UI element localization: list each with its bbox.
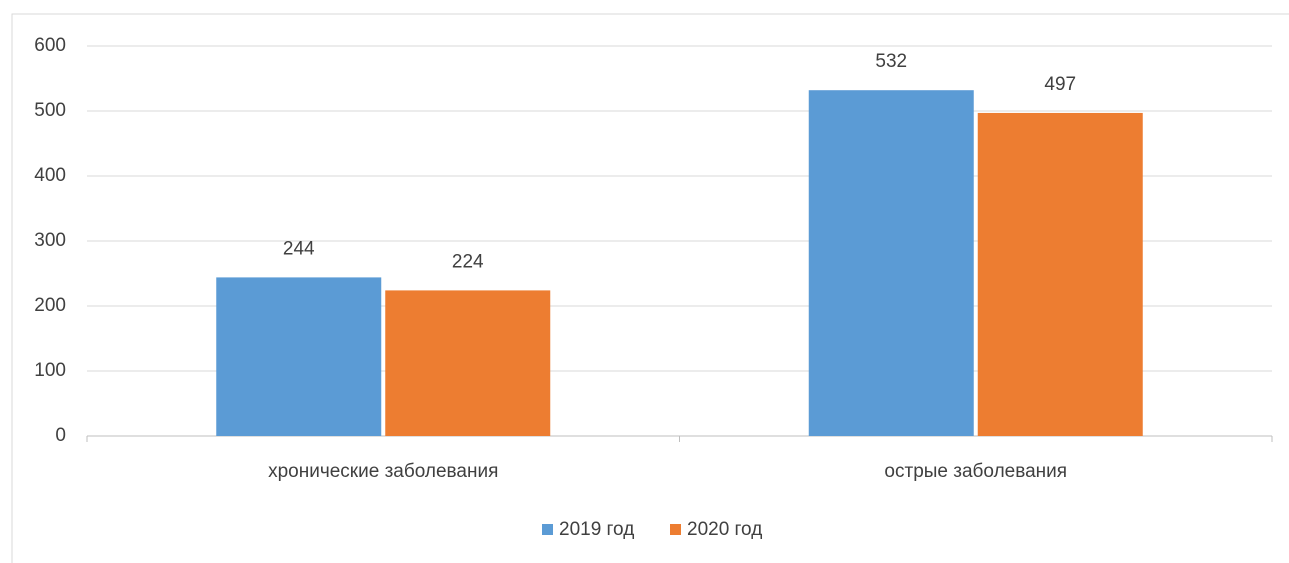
legend-swatch bbox=[670, 524, 681, 535]
legend-label: 2019 год bbox=[559, 519, 634, 540]
bar bbox=[977, 112, 1143, 436]
chart-frame bbox=[11, 13, 1289, 563]
y-tick-label: 400 bbox=[34, 165, 66, 186]
data-label: 532 bbox=[875, 51, 907, 72]
y-tick-label: 500 bbox=[34, 100, 66, 121]
data-label: 244 bbox=[283, 238, 315, 259]
legend-label: 2020 год bbox=[687, 519, 762, 540]
bar bbox=[808, 90, 974, 436]
data-label: 497 bbox=[1044, 74, 1076, 95]
y-tick-label: 600 bbox=[34, 35, 66, 56]
y-tick-label: 100 bbox=[34, 360, 66, 381]
bar bbox=[216, 277, 382, 436]
data-label: 224 bbox=[452, 251, 484, 272]
y-tick-label: 300 bbox=[34, 230, 66, 251]
y-tick-label: 0 bbox=[55, 425, 66, 446]
legend-swatch bbox=[542, 524, 553, 535]
bar bbox=[385, 290, 551, 436]
y-tick-label: 200 bbox=[34, 295, 66, 316]
x-tick-label: острые заболевания bbox=[884, 461, 1067, 482]
x-tick-label: хронические заболевания bbox=[268, 461, 498, 482]
